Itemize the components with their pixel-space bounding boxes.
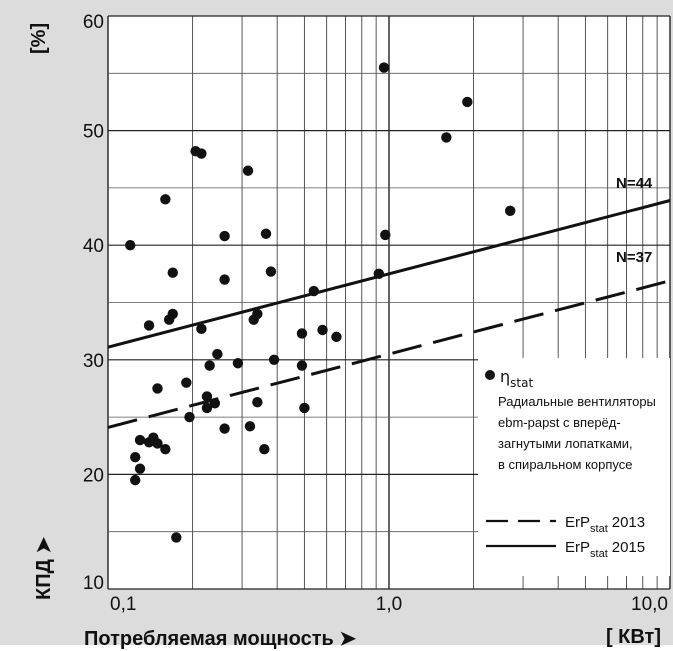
y-tick-label: 20: [83, 465, 104, 486]
data-point: [373, 268, 385, 280]
data-point: [268, 354, 280, 365]
data-point: [160, 194, 171, 205]
legend-label-2015: ErPstat 2015: [565, 539, 645, 560]
data-point: [260, 228, 272, 239]
data-point: [184, 411, 195, 423]
y-tick-label: 10: [83, 573, 104, 594]
data-point: [462, 96, 473, 108]
data-point: [244, 421, 256, 432]
data-point: [125, 240, 136, 251]
data-point: [171, 532, 182, 543]
data-point: [299, 402, 310, 414]
data-point: [296, 328, 308, 339]
data-point: [196, 323, 207, 335]
data-point: [242, 165, 254, 176]
y-tick-label: 60: [83, 12, 104, 33]
y-tick-label: 50: [83, 122, 104, 143]
data-point: [380, 229, 391, 241]
data-point: [201, 391, 213, 402]
x-tick-label: 10,0: [631, 594, 668, 615]
y-unit: [%]: [28, 22, 50, 54]
legend-box: [478, 358, 670, 576]
data-point: [308, 285, 320, 297]
annotation-n44: N=44: [616, 175, 653, 192]
data-point: [160, 443, 171, 455]
data-point: [181, 377, 192, 388]
data-point: [219, 423, 230, 434]
data-point: [143, 320, 155, 331]
series-line: [107, 199, 671, 349]
data-point: [134, 434, 146, 446]
series-line: [107, 279, 671, 429]
legend-description-line: Радиальные вентиляторы: [498, 394, 656, 409]
data-point: [204, 360, 215, 371]
legend-point-marker: [485, 370, 495, 380]
data-point: [259, 443, 270, 455]
data-point: [505, 205, 516, 217]
x-tick-label: 0,1: [110, 594, 136, 615]
y-tick-label: 40: [83, 236, 104, 257]
y-axis-label: КПД ➤: [33, 536, 55, 600]
data-point: [152, 438, 163, 449]
threshold-lines: [107, 199, 671, 429]
legend-label-2013: ErPstat 2013: [565, 514, 645, 535]
data-point: [252, 397, 263, 408]
data-point: [152, 383, 163, 394]
data-point: [232, 358, 244, 369]
data-point: [209, 398, 221, 409]
data-point: [296, 360, 308, 371]
data-point: [167, 267, 178, 278]
data-points: [125, 62, 516, 543]
data-point: [265, 266, 277, 277]
data-point: [201, 402, 213, 414]
data-point: [317, 324, 328, 336]
data-point: [212, 348, 223, 360]
legend-description-line: ebm-papst с вперёд-: [498, 415, 621, 430]
data-point: [219, 274, 230, 285]
data-point: [167, 308, 178, 320]
annotation-n37: N=37: [616, 249, 652, 266]
y-tick-label: 30: [83, 351, 104, 372]
legend-description-line: в спиральном корпусе: [498, 457, 633, 472]
data-point: [252, 308, 263, 320]
data-point: [441, 132, 452, 143]
data-point: [219, 230, 230, 242]
data-point: [331, 331, 342, 343]
data-point: [378, 62, 390, 73]
x-unit: [ КВт]: [605, 626, 661, 648]
data-point: [196, 148, 207, 159]
data-point: [134, 463, 146, 474]
legend-description-line: загнутыми лопатками,: [498, 436, 633, 451]
x-tick-label: 1,0: [376, 594, 402, 615]
data-point: [130, 474, 141, 486]
legend-points-label: ηstat: [500, 367, 533, 390]
x-axis-label: Потребляемая мощность ➤: [84, 628, 357, 650]
tick-labels: 10 20 30 40 50 60 0,1 1,0 10,0: [83, 12, 668, 615]
data-point: [130, 452, 141, 463]
